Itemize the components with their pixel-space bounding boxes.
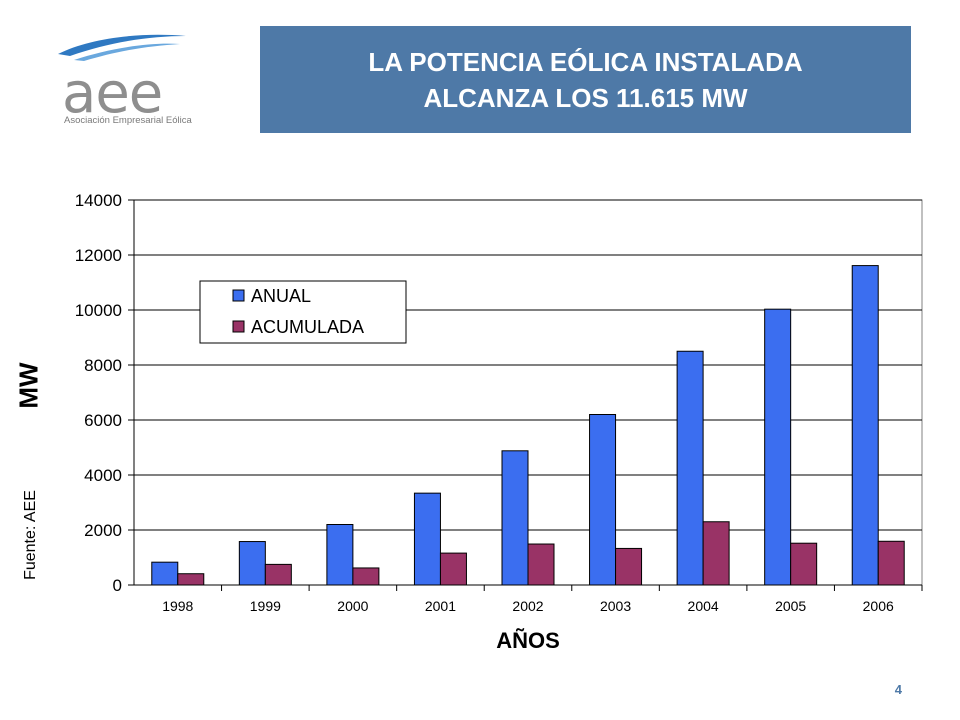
bar-anual-2002 bbox=[501, 450, 529, 586]
x-tick-label: 2002 bbox=[512, 598, 543, 614]
legend-swatch-acumulada bbox=[232, 320, 245, 333]
bar-acumulada-2006 bbox=[877, 540, 905, 586]
legend-label-acumulada: ACUMULADA bbox=[251, 317, 364, 337]
bar-acumulada-2001 bbox=[439, 552, 467, 586]
x-tick-label: 2006 bbox=[863, 598, 894, 614]
bar-acumulada-2000 bbox=[352, 567, 380, 586]
bar-acumulada-1999 bbox=[264, 563, 292, 586]
bar-anual-2003 bbox=[589, 414, 617, 586]
bar-anual-2001 bbox=[413, 492, 441, 586]
bar-acumulada-2002 bbox=[527, 543, 555, 586]
x-tick-label: 2003 bbox=[600, 598, 631, 614]
y-tick-label: 8000 bbox=[84, 356, 122, 375]
x-tick-label: 1999 bbox=[250, 598, 281, 614]
legend-label-anual: ANUAL bbox=[251, 286, 311, 306]
bar-acumulada-2004 bbox=[702, 521, 730, 586]
y-tick-label: 14000 bbox=[75, 191, 122, 210]
bar-acumulada-2003 bbox=[615, 547, 643, 586]
y-tick-label: 2000 bbox=[84, 521, 122, 540]
bar-anual-2005 bbox=[764, 308, 792, 586]
aee-logo: aee Asociación Empresarial Eólica bbox=[40, 28, 200, 138]
y-tick-label: 6000 bbox=[84, 411, 122, 430]
x-tick-label: 2000 bbox=[337, 598, 368, 614]
bar-acumulada-1998 bbox=[177, 573, 205, 586]
x-tick-label: 2001 bbox=[425, 598, 456, 614]
x-tick-label: 2005 bbox=[775, 598, 806, 614]
logo-subtitle: Asociación Empresarial Eólica bbox=[64, 115, 192, 126]
y-tick-label: 12000 bbox=[75, 246, 122, 265]
logo-wordmark: aee bbox=[62, 61, 163, 126]
y-tick-label: 10000 bbox=[75, 301, 122, 320]
title-banner: LA POTENCIA EÓLICA INSTALADA ALCANZA LOS… bbox=[260, 26, 911, 133]
page-title-line-2: ALCANZA LOS 11.615 MW bbox=[423, 82, 748, 113]
bar-anual-2000 bbox=[326, 524, 354, 586]
x-axis-label: AÑOS bbox=[496, 628, 560, 653]
bar-anual-1998 bbox=[151, 561, 179, 586]
y-tick-label: 0 bbox=[113, 576, 122, 595]
bar-acumulada-2005 bbox=[790, 542, 818, 586]
bar-anual-2006 bbox=[851, 265, 879, 586]
logo-swoosh-icon bbox=[58, 34, 186, 61]
x-tick-label: 2004 bbox=[688, 598, 719, 614]
page-title-line-1: LA POTENCIA EÓLICA INSTALADA bbox=[368, 46, 803, 77]
y-axis-label: MW bbox=[13, 362, 44, 409]
x-tick-label: 1998 bbox=[162, 598, 193, 614]
legend-swatch-anual bbox=[232, 289, 245, 302]
page-number: 4 bbox=[894, 682, 902, 697]
y-tick-label: 4000 bbox=[84, 466, 122, 485]
bar-anual-2004 bbox=[676, 350, 704, 586]
bar-anual-1999 bbox=[238, 541, 266, 586]
source-note: Fuente: AEE bbox=[21, 490, 39, 580]
